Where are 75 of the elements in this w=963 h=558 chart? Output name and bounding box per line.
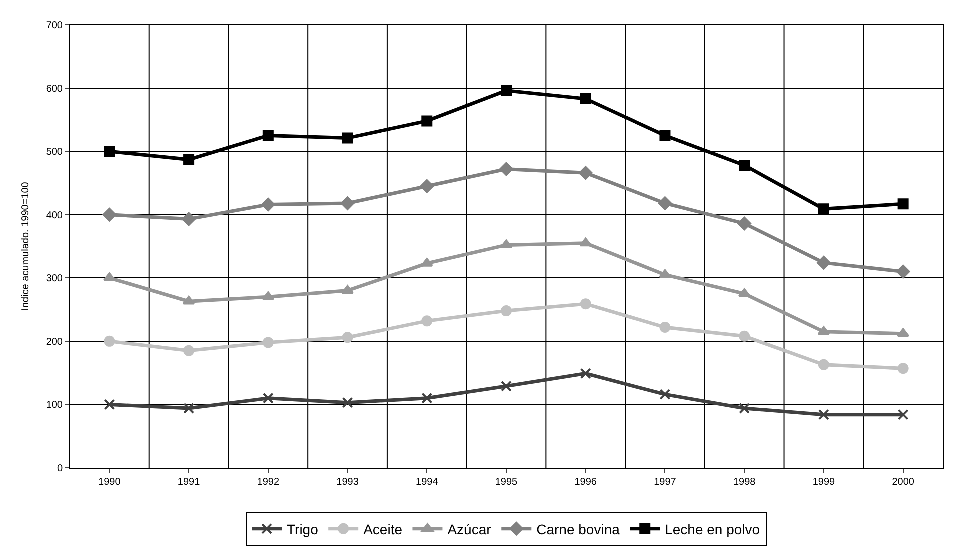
point bbox=[104, 336, 116, 347]
point bbox=[262, 198, 276, 212]
point bbox=[898, 363, 909, 374]
point bbox=[342, 132, 354, 144]
point bbox=[420, 180, 434, 194]
point bbox=[896, 264, 910, 279]
y-tick-label: 200 bbox=[46, 336, 64, 348]
point bbox=[262, 337, 274, 348]
y-tick-label: 400 bbox=[46, 210, 64, 222]
y-tick-label: 0 bbox=[57, 464, 64, 474]
point bbox=[660, 130, 671, 142]
point bbox=[739, 330, 750, 342]
point bbox=[342, 332, 354, 344]
point bbox=[501, 85, 512, 96]
legend-label: Azúcar bbox=[448, 521, 492, 538]
point bbox=[422, 392, 433, 404]
point bbox=[660, 389, 671, 400]
point bbox=[182, 212, 196, 226]
point bbox=[104, 146, 116, 158]
point bbox=[580, 368, 592, 380]
y-axis-title: Indice acumulado. 1990=100 bbox=[20, 182, 32, 311]
point bbox=[818, 204, 830, 215]
y-tick-label: 700 bbox=[46, 20, 64, 32]
point bbox=[897, 328, 910, 338]
point bbox=[738, 216, 752, 231]
x-tick-label: 1997 bbox=[654, 477, 677, 488]
point bbox=[660, 322, 671, 334]
point bbox=[342, 397, 354, 408]
legend-label: Trigo bbox=[287, 521, 319, 538]
point bbox=[501, 380, 512, 392]
point bbox=[342, 285, 354, 294]
point bbox=[500, 162, 514, 176]
point bbox=[898, 198, 909, 210]
y-tick-label: 500 bbox=[46, 147, 64, 158]
point bbox=[659, 269, 672, 278]
point bbox=[739, 160, 750, 171]
point bbox=[817, 256, 831, 270]
point bbox=[818, 359, 830, 370]
point bbox=[739, 403, 750, 414]
point bbox=[580, 94, 592, 105]
legend-label: Leche en polvo bbox=[665, 521, 760, 538]
x-tick-label: 1992 bbox=[257, 477, 280, 488]
point bbox=[658, 196, 672, 210]
point bbox=[579, 166, 593, 180]
x-tick-label: 2000 bbox=[892, 477, 915, 488]
legend-label: Carne bovina bbox=[536, 521, 620, 538]
point bbox=[102, 208, 117, 222]
x-tick-label: 1991 bbox=[178, 477, 201, 488]
point bbox=[738, 288, 751, 298]
y-tick-label: 600 bbox=[46, 84, 64, 95]
x-tick-label: 1998 bbox=[733, 477, 756, 488]
x-tick-label: 1994 bbox=[416, 477, 439, 488]
point bbox=[580, 238, 592, 247]
point bbox=[184, 345, 195, 356]
x-tick-label: 1999 bbox=[812, 477, 836, 488]
point bbox=[818, 326, 830, 336]
x-tick-label: 1993 bbox=[336, 477, 360, 488]
point bbox=[104, 399, 116, 410]
point bbox=[262, 392, 274, 404]
x-tick-label: 1990 bbox=[98, 477, 122, 488]
point bbox=[422, 316, 433, 327]
point bbox=[184, 403, 195, 414]
point bbox=[818, 409, 830, 420]
point bbox=[580, 298, 592, 310]
x-tick-label: 1995 bbox=[495, 477, 518, 488]
point bbox=[422, 116, 433, 127]
y-tick-label: 100 bbox=[46, 400, 64, 412]
legend-label: Aceite bbox=[364, 521, 403, 538]
y-tick-label: 300 bbox=[46, 274, 64, 285]
point bbox=[340, 196, 355, 210]
point bbox=[898, 409, 909, 420]
point bbox=[501, 306, 512, 317]
x-tick-label: 1996 bbox=[574, 477, 598, 488]
point bbox=[262, 130, 274, 142]
point bbox=[184, 154, 195, 166]
